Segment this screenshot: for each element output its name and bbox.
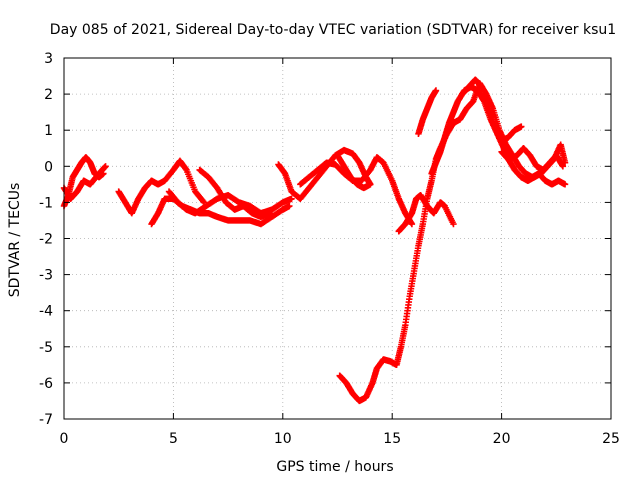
data-series	[60, 76, 569, 405]
data-point	[408, 220, 416, 228]
x-axis-label: GPS time / hours	[276, 459, 393, 475]
y-tick-label: -3	[39, 268, 53, 284]
data-point	[288, 195, 295, 202]
y-tick-label: -7	[39, 412, 53, 428]
y-tick-label: 3	[44, 51, 53, 67]
series-arc-b	[60, 163, 109, 202]
data-point	[102, 163, 109, 170]
data-point	[266, 210, 273, 217]
x-tick-label: 20	[493, 431, 511, 447]
data-point	[286, 202, 293, 210]
chart-title: Day 085 of 2021, Sidereal Day-to-day VTE…	[50, 22, 616, 38]
y-tick-label: 1	[44, 123, 53, 139]
grid-lines	[64, 58, 611, 419]
series-arc-e	[165, 188, 295, 217]
data-point	[199, 198, 207, 205]
data-point	[561, 159, 569, 166]
series-arc-n	[459, 76, 525, 145]
x-tick-label: 25	[602, 431, 620, 447]
data-point	[559, 163, 567, 170]
data-point	[367, 181, 374, 188]
series-arc-l	[415, 87, 440, 138]
data-point	[518, 123, 525, 130]
y-tick-label: 2	[44, 87, 53, 103]
y-tick-label: 0	[44, 159, 53, 175]
x-tick-label: 5	[169, 431, 178, 447]
y-tick-label: -1	[39, 195, 53, 211]
data-point	[432, 87, 440, 94]
y-axis-label: SDTVAR / TECUs	[7, 183, 23, 298]
data-point	[561, 181, 569, 188]
data-point	[450, 220, 457, 228]
y-tick-label: -2	[39, 232, 53, 248]
x-tick-label: 15	[383, 431, 401, 447]
x-tick-label: 10	[274, 431, 292, 447]
series-arc-i	[334, 152, 374, 192]
y-tick-label: -5	[39, 340, 53, 356]
series-arc-c	[115, 157, 208, 217]
series-arc-o	[498, 141, 569, 184]
series-arc-f	[196, 166, 273, 221]
y-tick-label: -6	[39, 376, 53, 392]
x-tick-label: 0	[60, 431, 69, 447]
y-tick-label: -4	[39, 304, 53, 320]
